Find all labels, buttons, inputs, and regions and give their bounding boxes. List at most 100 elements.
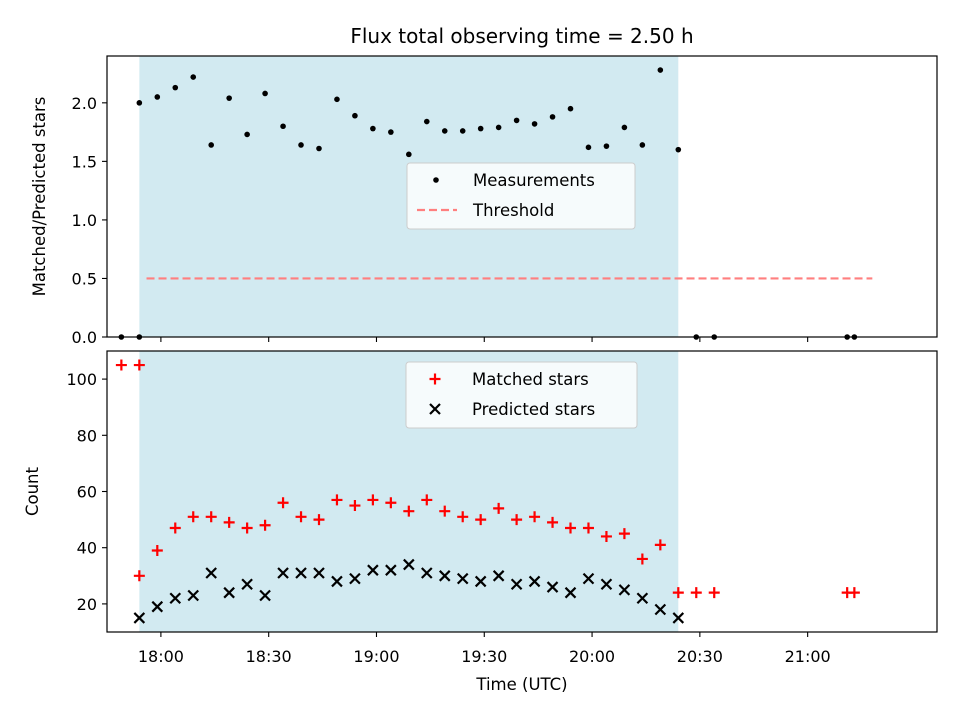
bottom-series-0-point	[367, 494, 379, 506]
bottom-series-1-point	[295, 567, 307, 579]
bottom-series-0-point	[115, 359, 127, 371]
top-series-0-point	[298, 142, 304, 148]
bottom-y-tick-label: 80	[77, 426, 97, 445]
top-series-0-point	[603, 143, 610, 149]
top-series-0-point	[154, 94, 161, 100]
bottom-series-0-point	[848, 587, 860, 599]
bottom-series-1-point	[618, 584, 631, 596]
bottom-series-0-point	[151, 545, 163, 557]
top-series-0-point	[244, 131, 250, 138]
top-series-0-point	[262, 90, 268, 97]
bottom-series-0-point	[654, 539, 666, 551]
bottom-series-0-point	[205, 511, 217, 523]
top-y-tick-label: 0.5	[72, 269, 97, 288]
bottom-series-0-point	[618, 528, 630, 540]
top-series-0-point	[441, 128, 448, 134]
top-y-tick-label: 1.5	[72, 152, 97, 171]
top-series-0-point	[406, 151, 412, 158]
bottom-series-0-point	[187, 511, 199, 523]
top-legend: Measurements Threshold	[406, 162, 636, 230]
bottom-legend-label-0: Matched stars	[472, 370, 589, 389]
bottom-series-0-point	[672, 587, 684, 599]
bottom-series-1-point	[259, 589, 271, 602]
bottom-series-0-point	[277, 497, 289, 509]
bottom-series-0-point	[421, 494, 433, 506]
top-series-0-point	[495, 124, 502, 131]
top-y-tick-label: 0.0	[72, 328, 97, 347]
bottom-series-1-point	[528, 575, 541, 588]
top-legend-marker-0	[433, 177, 439, 183]
top-series-0-point	[639, 142, 646, 148]
top-y-tick-label: 2.0	[72, 94, 97, 113]
bottom-series-0-point	[133, 570, 145, 582]
bottom-y-tick-label: 100	[66, 370, 97, 389]
top-series-0-point	[334, 96, 340, 103]
bottom-series-1-point	[151, 600, 164, 613]
bottom-series-0-point	[600, 530, 612, 542]
top-series-0-point	[190, 74, 197, 80]
bottom-legend: Matched stars Predicted stars	[405, 361, 638, 429]
top-chart: 0.0 0.5 1.0 1.5 2.0 Matched/Predicted stars Me…	[30, 55, 938, 347]
bottom-series-1-point	[133, 612, 146, 624]
bottom-x-tick-label: 21:00	[785, 647, 831, 666]
top-y-axis-label: Matched/Predicted stars	[30, 97, 49, 297]
top-series-0-point	[316, 145, 322, 152]
bottom-series-0-point	[690, 587, 702, 599]
bottom-series-0-point	[547, 516, 559, 528]
top-series-0-point	[585, 144, 592, 151]
top-series-0-point	[513, 117, 520, 124]
bottom-legend-marker-1	[429, 403, 441, 415]
bottom-series-1-point	[349, 572, 361, 585]
top-series-0-point	[226, 95, 232, 101]
bottom-y-axis-label: Count	[23, 466, 42, 516]
top-series-0-point	[352, 112, 358, 119]
bottom-series-0-point	[475, 514, 487, 526]
top-series-0-point	[388, 129, 394, 135]
bottom-x-tick-label: 18:30	[246, 647, 292, 666]
bottom-series-1-point	[277, 567, 289, 579]
bottom-x-tick-label: 19:00	[353, 647, 399, 666]
bottom-series-1-point	[564, 586, 577, 599]
top-series-0-point	[459, 128, 466, 134]
bottom-x-tick-label: 19:30	[461, 647, 507, 666]
bottom-series-0-point	[385, 497, 397, 509]
bottom-series-1-point	[510, 578, 523, 591]
top-series-0-point	[531, 121, 538, 127]
top-series-0-point	[370, 125, 376, 132]
bottom-series-1-point	[654, 603, 667, 616]
bottom-series-1-point	[223, 586, 235, 599]
top-series-0-point	[567, 105, 574, 112]
bottom-series-0-point	[457, 511, 469, 523]
bottom-series-0-point	[439, 505, 451, 517]
bottom-y-tick-label: 60	[77, 483, 97, 502]
top-series-0-point	[136, 100, 143, 106]
x-axis-label: Time (UTC)	[475, 675, 567, 694]
bottom-series-0-point	[223, 516, 235, 528]
top-axes-frame	[106, 55, 938, 338]
bottom-series-1-point	[313, 567, 325, 579]
bottom-series-1-point	[636, 592, 649, 605]
bottom-series-1-point	[600, 578, 613, 591]
bottom-series-1-point	[492, 570, 505, 582]
bottom-y-tick-label: 20	[77, 595, 97, 614]
bottom-series-1-point	[385, 564, 397, 576]
bottom-series-1-point	[331, 575, 343, 588]
bottom-series-1-point	[438, 570, 451, 582]
bottom-series-1-point	[474, 575, 487, 588]
bottom-series-1-point	[456, 572, 469, 585]
top-legend-label-0: Measurements	[473, 171, 595, 190]
bottom-series-0-point	[295, 511, 307, 523]
top-series-0-point	[549, 114, 556, 120]
bottom-chart: 20 40 60 80 100 18:00 18:30 19:00 19:30 20:00 20:3…	[23, 350, 938, 694]
top-y-tick-label: 1.0	[72, 211, 97, 230]
bottom-x-tick-label: 18:00	[138, 647, 184, 666]
top-series-0-point	[423, 118, 430, 125]
bottom-series-1-point	[672, 612, 685, 624]
bottom-series-1-point	[421, 567, 433, 579]
bottom-series-0-point	[511, 514, 523, 526]
bottom-series-0-point	[313, 514, 325, 526]
top-series-0-point	[208, 142, 214, 148]
top-series-0-point	[280, 123, 286, 130]
bottom-series-0-point	[708, 587, 720, 599]
